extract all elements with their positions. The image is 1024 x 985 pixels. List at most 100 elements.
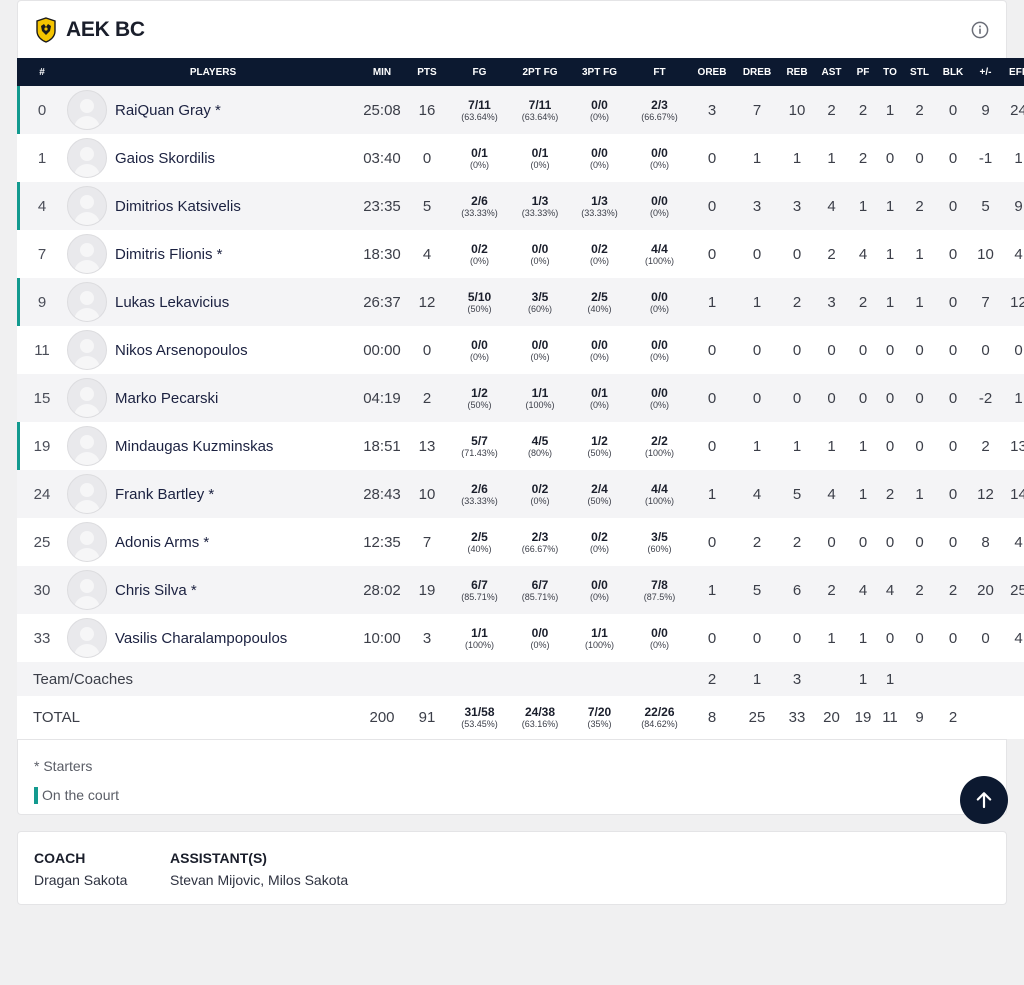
player-name-link[interactable]: Chris Silva *: [115, 581, 197, 599]
stat-pts: 7: [422, 533, 432, 551]
player-cell[interactable]: Dimitris Flionis *: [67, 230, 359, 278]
stat-to: 1: [885, 293, 895, 311]
fg-made-attempted: 0/2: [471, 241, 488, 256]
stat-min: 04:19: [363, 389, 401, 407]
fg-percentage: (71.43%): [461, 447, 498, 458]
stat-oreb: 0: [707, 341, 717, 359]
stat-ft: 4/4 (100%): [629, 470, 690, 518]
col-to: TO: [883, 66, 897, 78]
stat-stl: 1: [915, 293, 924, 311]
jersey-number: 19: [17, 422, 67, 470]
player-cell[interactable]: Lukas Lekavicius: [67, 278, 359, 326]
info-icon[interactable]: [971, 21, 989, 39]
fg-percentage: (50%): [467, 399, 492, 410]
player-name-link[interactable]: Gaios Skordilis: [115, 149, 216, 167]
ft-made-attempted: 7/8: [651, 577, 668, 592]
assistants-label: ASSISTANT(S): [170, 850, 267, 866]
stat-ft: 22/26 (84.62%): [629, 696, 690, 739]
stat-stl: 0: [915, 341, 924, 359]
stat-fg: 5/10 (50%): [449, 278, 510, 326]
stat-to: 0: [885, 389, 895, 407]
table-row[interactable]: 7 Dimitris Flionis * 18:30 4 0/2 (0%) 0/0 (0%) 0…: [17, 230, 1024, 278]
fg-made-attempted: 2/5: [471, 529, 488, 544]
stat-pf: 0: [858, 341, 868, 359]
player-name-link[interactable]: Nikos Arsenopoulos: [115, 341, 248, 359]
stat-eff: 13: [1010, 437, 1024, 455]
fg2-made-attempted: 0/0: [531, 337, 549, 352]
jersey-number: 4: [17, 182, 67, 230]
player-name-link[interactable]: Lukas Lekavicius: [115, 293, 230, 311]
stat-pts: 2: [422, 389, 432, 407]
player-name-link[interactable]: Vasilis Charalampopoulos: [115, 629, 288, 647]
stat-ft: 0/0 (0%): [629, 182, 690, 230]
col-reb: REB: [786, 66, 808, 78]
player-cell[interactable]: Chris Silva *: [67, 566, 359, 614]
table-row[interactable]: 4 Dimitrios Katsivelis 23:35 5 2/6 (33.33%) 1/…: [17, 182, 1024, 230]
avatar: [67, 234, 107, 274]
player-name-link[interactable]: Dimitris Flionis *: [115, 245, 223, 263]
table-row[interactable]: 0 RaiQuan Gray * 25:08 16 7/11 (63.64%) 7/11 (6…: [17, 86, 1024, 134]
player-cell[interactable]: Adonis Arms *: [67, 518, 359, 566]
stat-fg2: 1/1 (100%): [510, 374, 570, 422]
fg3-percentage: (0%): [589, 255, 609, 266]
stat-dreb: 3: [752, 197, 762, 215]
stat-ast: 1: [827, 629, 836, 647]
stat-eff: 12: [1010, 293, 1024, 311]
player-name-link[interactable]: Adonis Arms *: [115, 533, 210, 551]
coach-label: COACH: [34, 850, 86, 866]
table-row[interactable]: 30 Chris Silva * 28:02 19 6/7 (85.71%) 6/7 (85.…: [17, 566, 1024, 614]
stat-oreb: 0: [707, 533, 717, 551]
stat-ft: 0/0 (0%): [629, 374, 690, 422]
player-cell[interactable]: Mindaugas Kuzminskas: [67, 422, 359, 470]
stat-to: 2: [885, 485, 895, 503]
table-row[interactable]: 24 Frank Bartley * 28:43 10 2/6 (33.33%) 0/2 (0…: [17, 470, 1024, 518]
stat-pts: 13: [418, 437, 436, 455]
table-row[interactable]: 11 Nikos Arsenopoulos 00:00 0 0/0 (0%) 0/0 (0%)…: [17, 326, 1024, 374]
stat-oreb: 0: [707, 149, 717, 167]
fg3-made-attempted: 1/3: [591, 193, 608, 208]
table-row[interactable]: 15 Marko Pecarski 04:19 2 1/2 (50%) 1/1 (100%) 0…: [17, 374, 1024, 422]
stat-stl: 0: [915, 149, 924, 167]
player-name-link[interactable]: Marko Pecarski: [115, 389, 219, 407]
stat-fg: 1/2 (50%): [449, 374, 510, 422]
col-2pt-fg: 2PT FG: [522, 66, 558, 78]
table-row[interactable]: 33 Vasilis Charalampopoulos 10:00 3 1/1 (100%…: [17, 614, 1024, 662]
stat-reb: 1: [792, 149, 802, 167]
player-cell[interactable]: Vasilis Charalampopoulos: [67, 614, 359, 662]
player-name-link[interactable]: Dimitrios Katsivelis: [115, 197, 241, 215]
stat-dreb: 5: [752, 581, 762, 599]
scroll-top-button[interactable]: [960, 776, 1008, 824]
fg-made-attempted: 1/2: [471, 385, 488, 400]
player-cell[interactable]: RaiQuan Gray *: [67, 86, 359, 134]
stat-to: 1: [885, 245, 895, 263]
total-row: TOTAL 200 91 31/58 (53.45%) 24/38 (63.16%) 7/20…: [17, 696, 1024, 739]
player-name-link[interactable]: Frank Bartley *: [115, 485, 215, 503]
fg-percentage: (53.45%): [461, 719, 498, 729]
stat-eff: 4: [1014, 245, 1023, 263]
player-name-link[interactable]: Mindaugas Kuzminskas: [115, 437, 274, 455]
player-cell[interactable]: Marko Pecarski: [67, 374, 359, 422]
fg2-percentage: (60%): [527, 303, 552, 314]
stat-min: 26:37: [363, 293, 401, 311]
player-cell[interactable]: Nikos Arsenopoulos: [67, 326, 359, 374]
ft-percentage: (0%): [649, 207, 669, 218]
stat-to: 1: [885, 670, 895, 688]
fg-made-attempted: 31/58: [464, 705, 495, 719]
table-row[interactable]: 1 Gaios Skordilis 03:40 0 0/1 (0%) 0/1 (0%) 0/0(…: [17, 134, 1024, 182]
jersey-number: 9: [17, 278, 67, 326]
player-cell[interactable]: Dimitrios Katsivelis: [67, 182, 359, 230]
stat-fg2: [510, 662, 570, 696]
team-header: AEK BC: [18, 1, 1006, 58]
player-cell[interactable]: Gaios Skordilis: [67, 134, 359, 182]
stat-fg3: 1/1 (100%): [570, 614, 629, 662]
player-cell[interactable]: Frank Bartley *: [67, 470, 359, 518]
player-name-link[interactable]: RaiQuan Gray *: [115, 101, 221, 119]
fg-percentage: (0%): [469, 255, 489, 266]
stat-pf: 2: [858, 101, 868, 119]
stat-fg2: 0/0 (0%): [510, 230, 570, 278]
fg2-made-attempted: 0/1: [531, 145, 549, 160]
stat-pf: 4: [858, 245, 868, 263]
table-row[interactable]: 25 Adonis Arms * 12:35 7 2/5 (40%) 2/3 (66.67%)…: [17, 518, 1024, 566]
table-row[interactable]: 9 Lukas Lekavicius 26:37 12 5/10 (50%) 3/5 (60%…: [17, 278, 1024, 326]
table-row[interactable]: 19 Mindaugas Kuzminskas 18:51 13 5/7 (71.43%)…: [17, 422, 1024, 470]
